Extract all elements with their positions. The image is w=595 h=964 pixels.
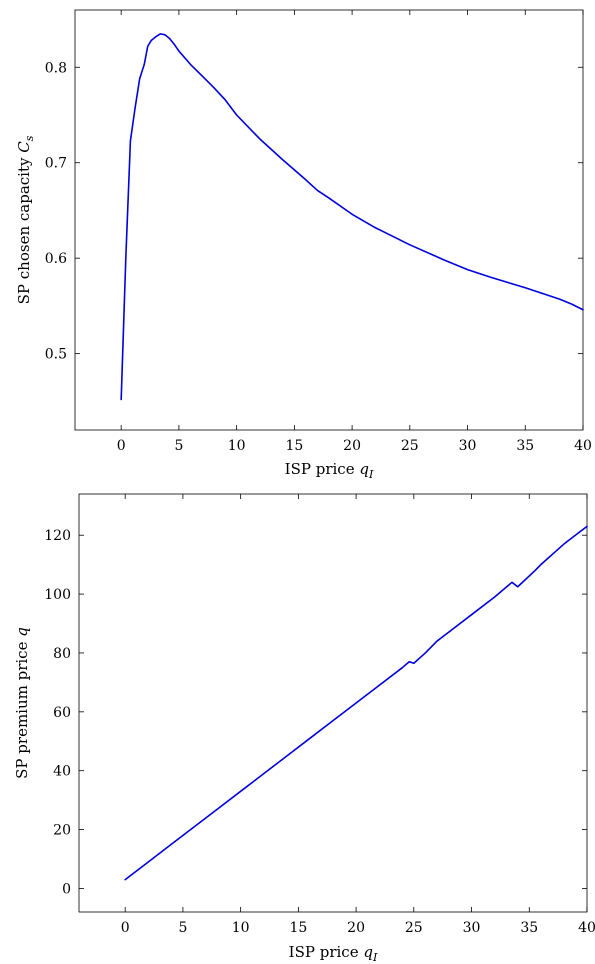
x-tick-label: 0 [117,438,126,454]
x-tick-label: 30 [459,438,477,454]
y-tick-label: 0.5 [45,347,67,363]
premium-price-chart: 0 5 10 15 20 25 30 35 40 0 20 40 60 80 100 120 ISP price… [13,493,595,964]
y-tick-label: 40 [53,764,71,780]
x-axis-label-text: ISP price [289,943,364,961]
x-tick-label: 40 [574,438,592,454]
x-axis-label-subscript: I [368,468,374,481]
y-axis-label-text: SP chosen capacity [15,153,33,305]
y-axis-label: SP premium price q [13,627,31,779]
y-axis-label-symbol: C [15,141,33,153]
y-axis-label-symbol: q [13,627,31,637]
x-tick-label: 40 [578,920,595,936]
x-axis-label: ISP price qI [289,943,378,964]
x-tick-label: 10 [228,438,246,454]
x-tick-label: 0 [121,920,130,936]
x-axis-label-subscript: I [372,951,378,964]
plot-frame [78,493,588,913]
x-tick-label: 30 [463,920,481,936]
plot-frame [74,9,584,431]
x-tick-label: 10 [232,920,250,936]
y-tick-label: 60 [53,705,71,721]
x-tick-label: 35 [516,438,534,454]
capacity-chart: 0 5 10 15 20 25 30 35 40 0.5 0.6 0.7 0.8 ISP price qI… [15,9,592,481]
x-tick-label: 20 [343,438,361,454]
series-line [120,33,584,401]
x-axis-label: ISP price qI [285,460,374,481]
x-tick-label: 5 [174,438,183,454]
x-tick-label: 15 [285,438,303,454]
y-tick-label: 0.8 [45,60,67,76]
y-tick-label: 0 [62,881,71,897]
x-axis-label-text: ISP price [285,460,360,478]
y-tick-label: 0.7 [45,156,67,172]
x-tick-label: 20 [347,920,365,936]
x-tick-label: 15 [289,920,307,936]
y-tick-label: 20 [53,823,71,839]
y-axis-label-subscript: s [23,135,36,141]
y-axis-label: SP chosen capacity Cs [15,135,36,304]
y-tick-label: 100 [44,587,71,603]
y-tick-label: 0.6 [45,251,67,267]
y-tick-label: 80 [53,646,71,662]
y-axis-label-text: SP premium price [13,637,31,779]
x-tick-label: 25 [401,438,419,454]
series-line [124,525,588,881]
x-tick-label: 35 [520,920,538,936]
x-axis-label-symbol: q [359,460,369,478]
x-tick-label: 5 [178,920,187,936]
x-axis-label-symbol: q [363,943,373,961]
x-tick-label: 25 [405,920,423,936]
y-tick-label: 120 [44,528,71,544]
